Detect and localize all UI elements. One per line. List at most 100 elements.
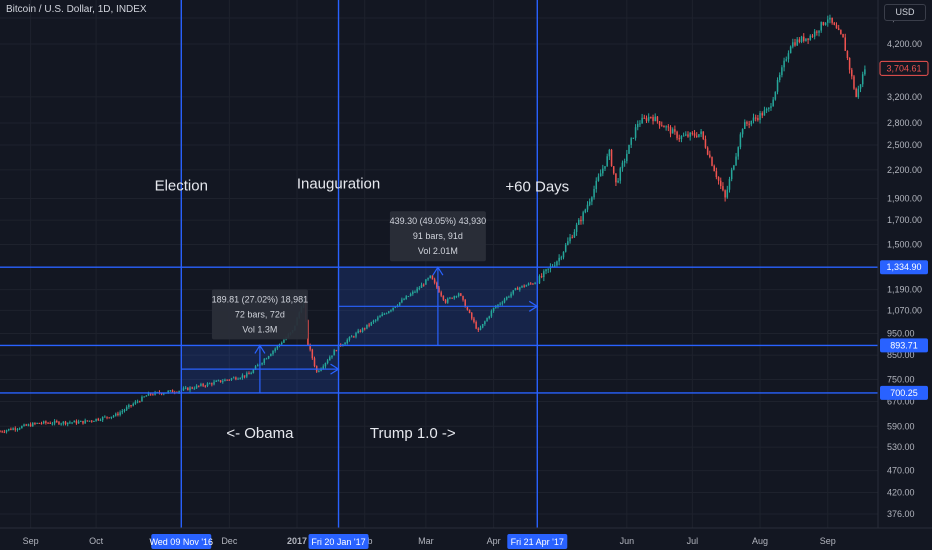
candle-body [560, 257, 563, 259]
candle-body [514, 288, 517, 291]
candle-body [239, 377, 242, 379]
candle-body [117, 413, 119, 416]
candle-body [256, 365, 259, 367]
time-tick-label: Jul [687, 536, 699, 546]
level-tag-label: 700.25 [890, 388, 918, 398]
price-tick-label: 3,200.00 [887, 92, 922, 102]
candle-body [689, 132, 691, 137]
candle-body [246, 373, 248, 377]
candle-body [58, 421, 60, 425]
candle-body [816, 31, 818, 33]
candle-body [357, 330, 359, 333]
candle-body [149, 392, 152, 395]
candle-body [527, 283, 530, 286]
candle-body [318, 370, 320, 372]
candle-body [211, 383, 213, 385]
candle-body [379, 316, 381, 318]
horizontal-levels [0, 266, 878, 394]
candle-body [752, 117, 755, 121]
price-tick-label: 376.00 [887, 509, 915, 519]
candle-body [604, 166, 606, 169]
price-tick-label: 950.00 [887, 328, 915, 338]
currency-button[interactable]: USD [884, 4, 926, 21]
candle-body [783, 60, 785, 68]
candle-body [553, 265, 556, 267]
candle-body [123, 409, 126, 412]
candle-body [623, 161, 626, 163]
candle-body [470, 312, 473, 319]
level-tag-label: 1,334.90 [886, 262, 921, 272]
time-axis[interactable]: SepOctDec2017FebMarAprJunJulAugSepWed 09… [0, 527, 932, 550]
candle-body [805, 38, 807, 41]
price-tick-label: 470.00 [887, 466, 915, 476]
candle-body [851, 69, 853, 77]
candle-body [647, 116, 650, 121]
candle-body [425, 279, 427, 285]
candle-body [309, 344, 311, 350]
candle-body [534, 283, 536, 285]
candle-body [481, 324, 484, 328]
time-tick-label: Aug [752, 536, 768, 546]
candle-body [311, 349, 314, 359]
candle-body [800, 36, 803, 42]
candle-body [778, 75, 781, 81]
price-tick-label: 1,900.00 [887, 193, 922, 203]
candle-body [119, 412, 121, 416]
candle-body [457, 293, 460, 297]
candle-body [110, 416, 113, 418]
candle-body [235, 377, 237, 380]
candle-body [49, 422, 51, 424]
candle-body [700, 131, 702, 135]
annotation-label: Inauguration [297, 175, 380, 192]
candle-body [56, 421, 58, 423]
candle-body [787, 53, 790, 60]
candle-body [765, 108, 768, 111]
candle-body [468, 309, 471, 313]
price-tick-label: 750.00 [887, 375, 915, 385]
candle-body [25, 424, 27, 426]
candle-body [104, 416, 106, 418]
candle-body [418, 287, 421, 289]
candle-body [86, 420, 89, 422]
candle-body [492, 307, 495, 312]
candle-body [571, 237, 573, 239]
candle-body [702, 131, 705, 139]
measure-line: Vol 2.01M [418, 246, 458, 256]
time-axis-bg [0, 528, 932, 550]
candle-body [125, 407, 128, 410]
candle-body [34, 423, 36, 425]
candle-body [60, 423, 62, 425]
candle-body [383, 313, 386, 315]
candle-body [486, 318, 488, 322]
candle-body [178, 391, 180, 393]
candle-body [195, 385, 198, 389]
candle-body [21, 426, 23, 429]
candle-body [171, 390, 174, 393]
candle-body [569, 237, 571, 242]
candle-body [503, 299, 506, 303]
candle-body [252, 369, 255, 373]
candle-body [228, 379, 231, 381]
candle-body [573, 231, 576, 238]
measure-line: 72 bars, 72d [235, 309, 285, 319]
candle-body [241, 375, 244, 378]
candle-body [822, 22, 825, 25]
candle-body [204, 385, 207, 387]
measure-arrowhead-h [330, 363, 340, 375]
candle-body [802, 36, 805, 41]
candle-body [505, 296, 508, 300]
price-tick-label: 850.00 [887, 350, 915, 360]
candle-body [222, 381, 224, 383]
price-axis[interactable]: 4,800.004,200.003,200.002,800.002,500.00… [877, 0, 932, 550]
candle-body [781, 67, 783, 76]
candle-body [484, 321, 486, 325]
marker-date-label: Wed 09 Nov '16 [149, 537, 213, 547]
candle-body [466, 307, 469, 310]
candle-body [182, 388, 185, 391]
annotation-label: Trump 1.0 -> [370, 425, 456, 442]
candle-body [31, 423, 34, 427]
candle-body [525, 285, 528, 287]
candle-body [490, 311, 493, 317]
vertical-markers [180, 0, 538, 528]
